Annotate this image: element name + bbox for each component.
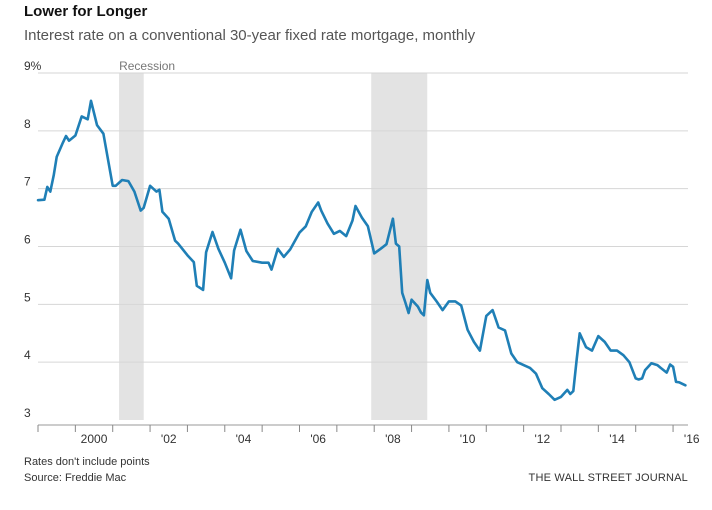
y-tick-label: 7 <box>24 175 31 189</box>
footnote: Rates don't include points <box>24 456 150 468</box>
y-tick-label: 5 <box>24 290 31 304</box>
x-tick-label: '08 <box>385 432 401 446</box>
recession-label: Recession <box>119 59 175 73</box>
x-tick-label: 2000 <box>81 432 108 446</box>
chart-subtitle: Interest rate on a conventional 30-year … <box>24 27 476 44</box>
source-note: Source: Freddie Mac <box>24 472 127 484</box>
x-tick-label: '14 <box>609 432 625 446</box>
x-tick-label: '10 <box>460 432 476 446</box>
y-tick-label: 8 <box>24 117 31 131</box>
y-tick-label: 9% <box>24 59 42 73</box>
y-tick-label: 3 <box>24 406 31 420</box>
x-tick-label: '12 <box>534 432 550 446</box>
x-tick-label: '04 <box>236 432 252 446</box>
chart-title: Lower for Longer <box>24 3 148 20</box>
x-tick-label: '16 <box>684 432 700 446</box>
y-tick-label: 4 <box>24 348 31 362</box>
mortgage-rate-line <box>36 99 687 402</box>
x-tick-label: '06 <box>310 432 326 446</box>
x-tick-label: '02 <box>161 432 177 446</box>
y-tick-label: 6 <box>24 233 31 247</box>
publisher-credit: THE WALL STREET JOURNAL <box>528 472 688 484</box>
